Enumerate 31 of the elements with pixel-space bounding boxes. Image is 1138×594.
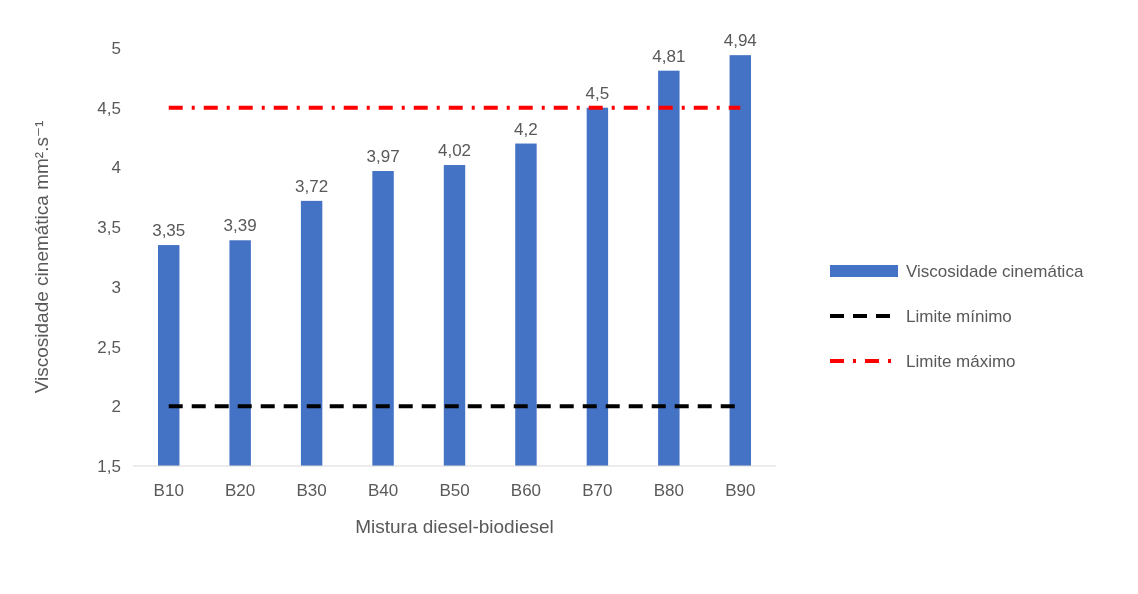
x-tick-label: B10 xyxy=(153,481,184,500)
x-tick-label: B80 xyxy=(653,481,684,500)
data-label: 4,5 xyxy=(585,83,610,103)
y-tick-label: 4 xyxy=(111,158,121,178)
y-tick-label: 2,5 xyxy=(97,337,121,357)
y-tick-label: 1,5 xyxy=(97,456,121,476)
y-axis-title: Viscosidade cinemática mm².s⁻¹ xyxy=(31,120,52,394)
y-tick-label: 5 xyxy=(111,38,121,58)
x-tick-label: B70 xyxy=(582,481,613,500)
x-axis-title: Mistura diesel-biodiesel xyxy=(355,516,554,537)
data-label: 4,2 xyxy=(514,119,538,139)
data-label: 3,72 xyxy=(295,176,329,196)
x-tick-label: B20 xyxy=(225,481,256,500)
data-label: 4,94 xyxy=(723,31,757,51)
x-tick-label: B40 xyxy=(367,481,399,500)
y-tick-label: 3,5 xyxy=(97,218,121,238)
x-tick-label: B30 xyxy=(296,481,327,500)
y-tick-label: 3 xyxy=(111,277,121,297)
legend-label: Limite mínimo xyxy=(906,306,1012,326)
data-label: 4,81 xyxy=(652,46,686,66)
legend-label: Viscosidade cinemática xyxy=(906,261,1084,281)
x-tick-label: B50 xyxy=(439,481,470,500)
legend-label: Limite máximo xyxy=(906,351,1016,371)
data-label: 3,39 xyxy=(223,216,257,236)
data-label: 3,35 xyxy=(152,221,186,241)
data-label: 3,97 xyxy=(366,147,400,167)
x-tick-label: B90 xyxy=(725,481,756,500)
y-tick-label: 4,5 xyxy=(97,98,121,118)
data-label: 4,02 xyxy=(437,141,472,161)
y-tick-label: 2 xyxy=(111,397,121,417)
x-tick-label: B60 xyxy=(510,481,542,500)
